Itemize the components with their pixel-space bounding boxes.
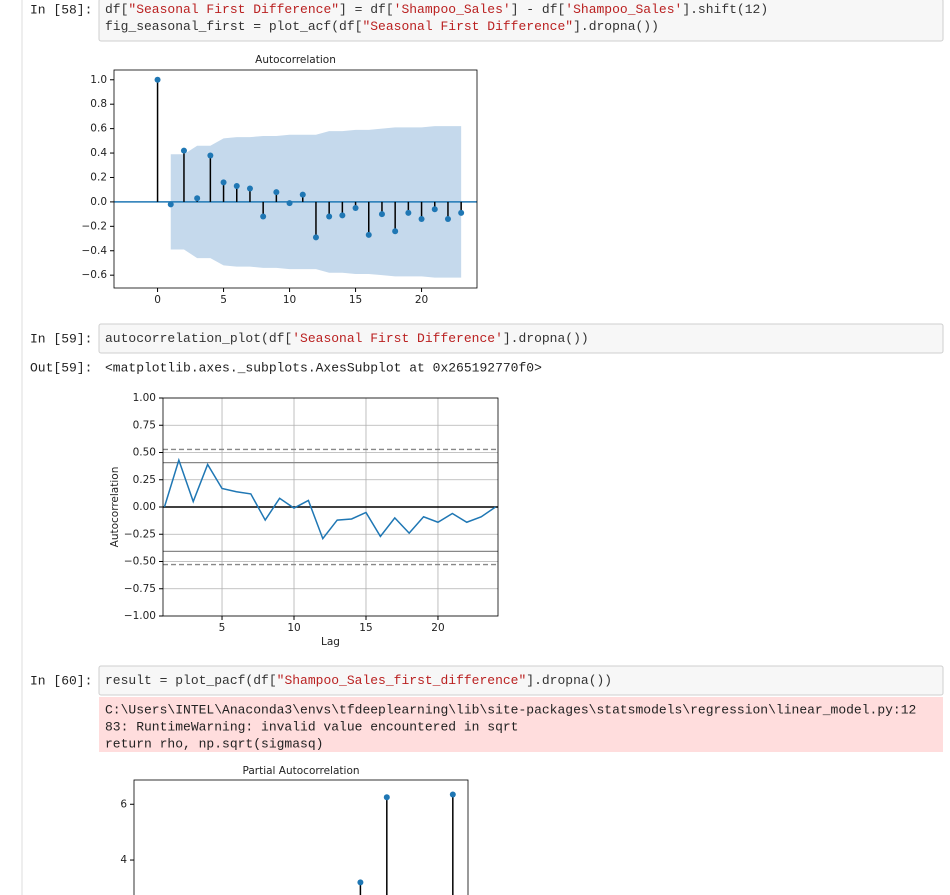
stem-marker (352, 205, 359, 212)
y-tick-label: 0.75 (133, 419, 156, 431)
code-token: "Seasonal First Difference" (362, 19, 573, 34)
stem-marker (260, 213, 267, 220)
code-token: 'Shampoo_Sales' (565, 2, 682, 17)
stem-marker (233, 183, 240, 190)
stem-marker (194, 195, 201, 202)
y-tick-label: 0.0 (90, 196, 107, 208)
stem-marker (154, 76, 161, 83)
x-axis-label: Lag (321, 636, 340, 648)
line (163, 457, 496, 541)
code-token: result = plot_pacf(df[ (105, 673, 277, 688)
stderr-line: return rho, np.sqrt(sigmasq) (105, 736, 323, 751)
stem-marker (378, 211, 385, 218)
stem-marker (357, 879, 364, 886)
input-prompt: In [60]: (30, 673, 92, 688)
y-tick-label: −0.4 (82, 245, 108, 257)
x-tick-label: 0 (154, 294, 161, 306)
x-tick-label: 20 (415, 294, 428, 306)
axes-frame (113, 69, 478, 289)
stem-marker (326, 213, 333, 220)
stem-marker (312, 234, 319, 241)
code-token: 'Seasonal First Difference' (292, 331, 503, 346)
stem-marker (444, 215, 451, 222)
y-tick-label: 0.00 (133, 501, 156, 513)
stem-marker (246, 185, 253, 192)
chart-title: Partial Autocorrelation (242, 765, 359, 777)
x-tick-label: 5 (220, 294, 227, 306)
y-tick-label: 0.8 (90, 98, 107, 110)
stem-marker (207, 152, 214, 159)
axes-frame (162, 397, 499, 617)
stderr-box (99, 697, 943, 752)
stem-marker (458, 209, 465, 216)
y-tick-label: −0.50 (124, 556, 156, 568)
code-token: ].shift(12) (682, 2, 768, 17)
y-tick-label: 0.50 (133, 447, 156, 459)
y-tick-label: −0.2 (82, 220, 108, 232)
input-prompt: In [59]: (30, 331, 92, 346)
code-token: "Seasonal First Difference" (128, 2, 339, 17)
stem-marker (339, 212, 346, 219)
code-cell (98, 0, 944, 42)
stem-marker (273, 189, 280, 196)
y-tick-label: −0.6 (82, 269, 108, 281)
input-prompt: In [58]: (30, 2, 92, 17)
y-axis-label: Autocorrelation (109, 467, 121, 548)
code-line: df["Seasonal First Difference"] = df['Sh… (105, 2, 768, 17)
x-tick-label: 15 (359, 622, 372, 634)
y-tick-label: −1.00 (124, 610, 156, 622)
x-tick-label: 5 (219, 622, 226, 634)
y-tick-label: 4 (120, 854, 127, 866)
stem-marker (365, 231, 372, 238)
code-token: 'Shampoo_Sales' (394, 2, 511, 17)
stem-marker (167, 201, 174, 208)
stem-marker (299, 191, 306, 198)
y-tick-label: 6 (120, 798, 127, 810)
code-cell (98, 323, 944, 354)
y-tick-label: 1.00 (133, 392, 156, 404)
code-token: df[ (105, 2, 128, 17)
y-tick-label: −0.25 (124, 528, 156, 540)
stem-marker (180, 147, 187, 154)
x-tick-label: 20 (431, 622, 444, 634)
y-tick-label: 0.2 (90, 171, 107, 183)
output-prompt: Out[59]: (30, 360, 92, 375)
stem-marker (286, 200, 293, 207)
x-tick-label: 10 (283, 294, 296, 306)
stem-marker (220, 179, 227, 186)
stderr-line: C:\Users\INTEL\Anaconda3\envs\tfdeeplear… (105, 702, 916, 717)
stem-marker (449, 791, 456, 798)
code-token: ].dropna()) (503, 331, 589, 346)
y-tick-label: 0.6 (90, 123, 107, 135)
x-tick-label: 10 (287, 622, 300, 634)
chart-title: Autocorrelation (255, 54, 336, 66)
y-tick-label: 0.4 (90, 147, 107, 159)
y-tick-label: 0.25 (133, 474, 156, 486)
code-token: ] - df[ (511, 2, 566, 17)
code-token: ].dropna()) (526, 673, 612, 688)
code-token: ].dropna()) (573, 19, 659, 34)
code-cell (98, 665, 944, 696)
code-token: autocorrelation_plot(df[ (105, 331, 292, 346)
code-line: fig_seasonal_first = plot_acf(df["Season… (105, 19, 659, 34)
stem-marker (418, 215, 425, 222)
stem-marker (431, 206, 438, 213)
code-line: autocorrelation_plot(df['Seasonal First … (105, 331, 589, 346)
stderr-line: 83: RuntimeWarning: invalid value encoun… (105, 719, 518, 734)
output-text: <matplotlib.axes._subplots.AxesSubplot a… (105, 360, 542, 375)
code-token: ] = df[ (339, 2, 394, 17)
y-tick-label: 1.0 (90, 74, 107, 86)
code-token: fig_seasonal_first = plot_acf(df[ (105, 19, 362, 34)
code-line: result = plot_pacf(df["Shampoo_Sales_fir… (105, 673, 612, 688)
y-tick-label: −0.75 (124, 583, 156, 595)
stem-marker (383, 794, 390, 801)
code-token: "Shampoo_Sales_first_difference" (277, 673, 527, 688)
x-tick-label: 15 (349, 294, 362, 306)
stem-marker (405, 209, 412, 216)
stem-marker (392, 228, 399, 235)
axes-frame (133, 779, 469, 895)
